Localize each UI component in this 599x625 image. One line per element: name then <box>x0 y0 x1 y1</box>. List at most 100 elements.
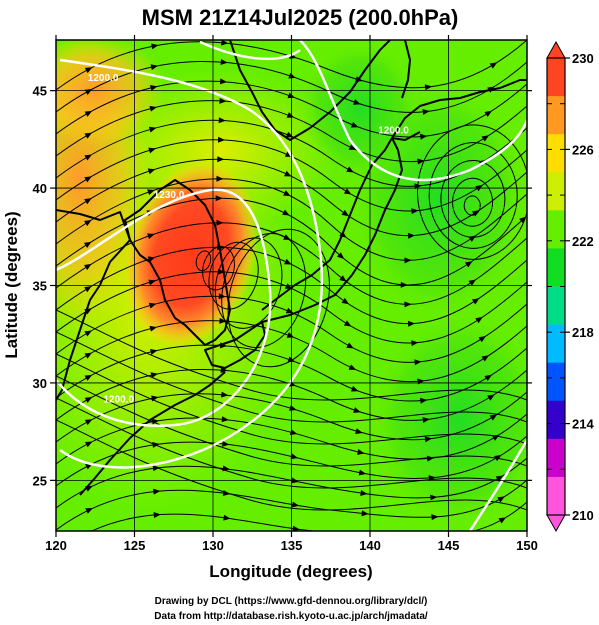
streamline-jet <box>56 320 527 383</box>
streamline-east-swirl <box>428 142 518 249</box>
streamline-arrow <box>283 234 291 241</box>
streamline-arrow <box>216 219 224 226</box>
streamline-arrow <box>414 359 422 366</box>
contour-outer <box>59 58 324 469</box>
contour-label: 1230.0 <box>154 190 185 201</box>
streamline-arrow <box>223 514 231 521</box>
page-title: MSM 21Z14Jul2025 (200.0hPa) <box>142 5 459 30</box>
streamline-jet <box>56 222 527 305</box>
x-tick-label: 120 <box>45 538 67 553</box>
streamline-arrow <box>348 364 357 370</box>
streamline-arrow <box>346 166 354 173</box>
credit-line-2: Data from http://database.rish.kyoto-u.a… <box>154 611 428 622</box>
credit-line-1: Drawing by DCL (https://www.gfd-dennou.o… <box>155 596 428 607</box>
contour-label: 1200.0 <box>104 394 135 405</box>
colorbar-swatch <box>547 134 565 173</box>
streamline-arrow <box>84 154 92 161</box>
streamline-arrow <box>484 110 492 118</box>
coastline-kyushu <box>204 321 266 369</box>
streamline-arrow <box>151 43 159 50</box>
colorbar: 230 226 222 218 214 210 <box>546 40 594 533</box>
streamline-arrow <box>84 441 93 448</box>
streamline-arrow <box>147 168 156 175</box>
streamline-arrow <box>346 342 354 349</box>
streamline-arrow <box>353 99 361 105</box>
streamline-arrow <box>419 133 428 140</box>
streamline-arrow <box>341 209 350 217</box>
streamline-south <box>56 309 527 401</box>
streamline-arrow <box>407 320 416 327</box>
streamline-arrow <box>419 397 428 404</box>
streamline-arrow <box>339 275 347 282</box>
colorbar-tick-label: 226 <box>572 142 594 157</box>
streamline-arrow <box>411 340 419 347</box>
streamline-arrow <box>357 449 365 455</box>
streamline-arrow <box>489 62 498 69</box>
streamline-arrow <box>217 156 225 163</box>
streamline-arrow <box>217 268 226 275</box>
streamline-arrow <box>475 316 483 324</box>
streamline-arrow <box>220 367 228 373</box>
coastline-china <box>56 209 131 401</box>
streamline-arrow <box>84 419 93 426</box>
colorbar-swatch <box>547 172 565 211</box>
colorbar-swatch <box>547 362 565 402</box>
x-tick-label: 130 <box>202 538 224 553</box>
streamline-arrow <box>471 210 480 217</box>
streamline-arrow <box>358 469 367 476</box>
streamline-arrow <box>150 349 158 355</box>
streamline-arrow <box>150 85 158 91</box>
streamline-arrow <box>150 372 159 379</box>
streamline-arrow <box>84 286 92 293</box>
streamline-arrow <box>353 407 361 413</box>
contour-west <box>56 188 272 427</box>
streamline-arrow <box>288 72 296 79</box>
streamline-south <box>56 353 527 445</box>
streamline-arrow <box>219 78 228 85</box>
streamline-arrow <box>221 391 229 398</box>
streamline-arrow <box>84 176 92 183</box>
colorbar-top-arrow <box>546 40 566 59</box>
streamline-arrow <box>218 117 226 124</box>
streamline-arrow <box>471 298 480 305</box>
contour-label: 1200.0 <box>88 73 119 84</box>
streamline-arrow <box>489 414 498 421</box>
streamline-jet <box>56 344 527 402</box>
streamline-arrow <box>149 325 158 332</box>
streamline-arrow <box>83 241 92 249</box>
colorbar-swatch <box>547 248 565 287</box>
streamline-loop <box>221 233 307 349</box>
contour-southeast <box>468 439 527 531</box>
geopotential-contours <box>56 40 527 531</box>
streamline-arrow <box>424 436 433 443</box>
coastline-russia <box>229 40 391 141</box>
colorbar-swatch <box>547 324 565 364</box>
colorbar-bottom-arrow <box>546 514 566 533</box>
streamline-arrow <box>84 352 93 359</box>
streamline-arrow <box>343 320 352 327</box>
streamline-arrow <box>148 279 156 286</box>
streamline-arrow <box>350 385 359 392</box>
colorbar-swatch <box>547 96 565 135</box>
streamline-arrow <box>290 453 299 460</box>
streamline-arrow <box>215 195 223 202</box>
streamline-arrow <box>148 147 156 154</box>
streamline-arrow <box>291 501 300 508</box>
streamline-arrow <box>464 261 473 268</box>
streamline-jet <box>56 100 527 163</box>
streamline-arrow <box>149 105 158 112</box>
streamline-arrow <box>84 397 93 403</box>
x-tick-label: 150 <box>516 538 538 553</box>
streamline-arrow <box>360 490 368 496</box>
streamline-arrow <box>497 496 505 503</box>
streamline-arrow <box>283 190 291 197</box>
streamline-arrow <box>221 40 229 46</box>
streamline-arrow <box>422 417 430 423</box>
streamline-arrow <box>222 440 230 447</box>
colorbar-swatch <box>547 438 565 478</box>
streamline-jet <box>56 139 527 212</box>
grid-lines <box>56 40 527 531</box>
streamline-arrow <box>292 525 300 531</box>
streamline-arrow <box>498 517 507 524</box>
